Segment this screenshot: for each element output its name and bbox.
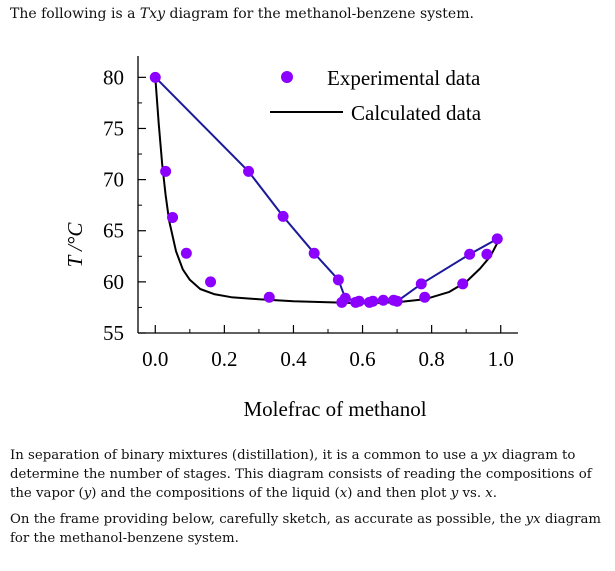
para1-text-4: ) and then plot (347, 486, 451, 501)
intro-var: Txy (139, 6, 166, 22)
bubble-point (263, 291, 275, 303)
para1-var-x: x (339, 486, 348, 501)
para1-text-2: diagram to determine the number of stage… (10, 448, 592, 501)
legend-label-experimental: Experimental data (327, 66, 481, 90)
x-tick-label: 0.4 (280, 347, 307, 371)
intro-suffix: diagram for the methanol-benzene system. (165, 6, 474, 22)
legend: Experimental data Calculated data (270, 66, 482, 125)
intro-prefix: The following is a (10, 6, 140, 22)
legend-label-calculated: Calculated data (351, 101, 482, 125)
bubble-point (336, 296, 348, 308)
x-axis-label: Molefrac of methanol (243, 397, 426, 421)
y-tick-label: 80 (103, 65, 124, 89)
y-axis-label: T /°C (63, 222, 87, 268)
intro-text: The following is a Txy diagram for the m… (10, 6, 610, 22)
dew-point (308, 247, 320, 259)
x-tick-label: 1.0 (488, 347, 514, 371)
bubble-point (160, 165, 172, 177)
bubble-point (419, 291, 431, 303)
para2-text-2: diagram for the methanol-benzene system. (10, 512, 602, 546)
x-axis: 0.0 0.2 0.4 0.6 0.8 1.0 (142, 325, 514, 371)
para1-text-1: In separation of binary mixtures (distil… (10, 448, 483, 463)
y-tick-label: 65 (103, 219, 124, 243)
bubble-point (481, 248, 493, 260)
dew-point (491, 233, 503, 245)
y-tick-label: 55 (103, 321, 124, 345)
bubble-point (457, 278, 469, 290)
para2-text-1: On the frame providing below, carefully … (10, 512, 526, 527)
dew-point (415, 278, 427, 290)
plot-frame (137, 56, 518, 334)
series-layer (149, 71, 503, 308)
para1-var-yx: yx (482, 448, 498, 463)
bubble-point (350, 296, 362, 308)
para1-text-3: ) and the compositions of the liquid ( (91, 486, 340, 501)
para1-var-y: y (83, 486, 92, 501)
y-tick-label: 60 (103, 270, 124, 294)
dew-point (464, 248, 476, 260)
dew-point (277, 210, 289, 222)
x-tick-label: 0.8 (419, 347, 445, 371)
txy-chart: 55 60 65 70 75 80 0.0 0.2 0.4 0.6 0.8 1.0 Experime… (63, 56, 518, 421)
dew-point (149, 71, 161, 83)
bubble-point (363, 296, 375, 308)
para1-var-y2: y (450, 486, 459, 501)
bubble-point (167, 211, 179, 223)
instructions-paragraph: In separation of binary mixtures (distil… (10, 446, 606, 503)
x-tick-label: 0.6 (349, 347, 375, 371)
y-tick-label: 70 (103, 168, 124, 192)
dew-point (332, 274, 344, 286)
x-tick-label: 0.2 (211, 347, 237, 371)
y-tick-label: 75 (103, 116, 124, 140)
calculated-bubble-curve (154, 77, 502, 305)
para2-var-yx: yx (525, 512, 541, 527)
bubble-point (205, 276, 217, 288)
bubble-point (180, 247, 192, 259)
dew-point (377, 294, 389, 306)
bubble-point (388, 294, 400, 306)
para1-var-x2: x (485, 486, 493, 501)
para1-text-5: vs. (458, 486, 486, 501)
para1-text-6: . (492, 486, 498, 501)
task-paragraph: On the frame providing below, carefully … (10, 510, 606, 548)
legend-marker-experimental (281, 71, 293, 83)
x-tick-label: 0.0 (142, 347, 168, 371)
y-axis: 55 60 65 70 75 80 (103, 65, 146, 345)
dew-point (243, 165, 255, 177)
